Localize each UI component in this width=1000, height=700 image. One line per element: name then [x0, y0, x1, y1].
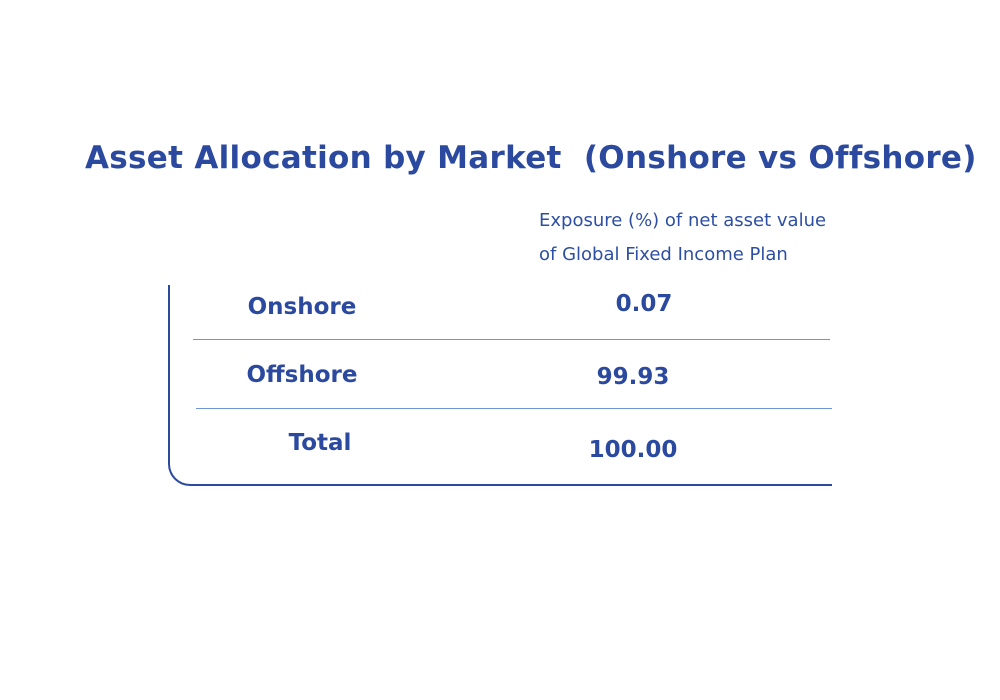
row-value: 99.93 — [596, 364, 670, 390]
row-value: 0.07 — [615, 291, 673, 317]
row-label: Total — [288, 430, 352, 456]
row-divider — [196, 408, 832, 409]
row-label: Offshore — [246, 362, 358, 388]
column-header-line-2: of Global Fixed Income Plan — [539, 244, 788, 265]
table-bracket — [168, 285, 832, 486]
row-value: 100.00 — [588, 437, 678, 463]
column-header-line-1: Exposure (%) of net asset value — [539, 210, 827, 231]
page-title: Asset Allocation by Market (Onshore vs O… — [85, 140, 977, 176]
row-divider — [193, 339, 830, 340]
row-label: Onshore — [247, 294, 357, 320]
